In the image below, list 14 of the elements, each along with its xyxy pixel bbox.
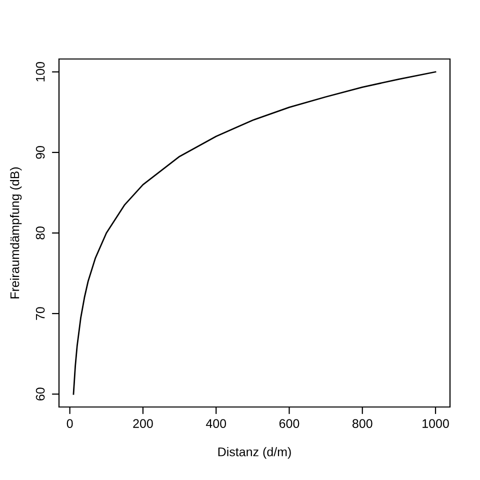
- x-tick-label: 800: [352, 419, 372, 428]
- y-tick-label: 100: [36, 62, 45, 82]
- y-tick-label: 70: [36, 307, 45, 320]
- y-tick-label: 90: [36, 146, 45, 159]
- x-tick-label: 400: [206, 419, 226, 428]
- x-tick-label: 0: [66, 419, 73, 428]
- y-tick-label: 60: [36, 388, 45, 400]
- y-axis-title: Freiraumdämpfung (dB): [10, 167, 22, 298]
- x-tick-label: 1000: [422, 419, 449, 428]
- line-series: [72, 71, 436, 395]
- y-tick-label: 80: [36, 226, 45, 240]
- x-tick-label: 600: [279, 419, 300, 428]
- x-tick-label: 200: [133, 419, 153, 428]
- x-axis-title: Distanz (d/m): [218, 447, 291, 459]
